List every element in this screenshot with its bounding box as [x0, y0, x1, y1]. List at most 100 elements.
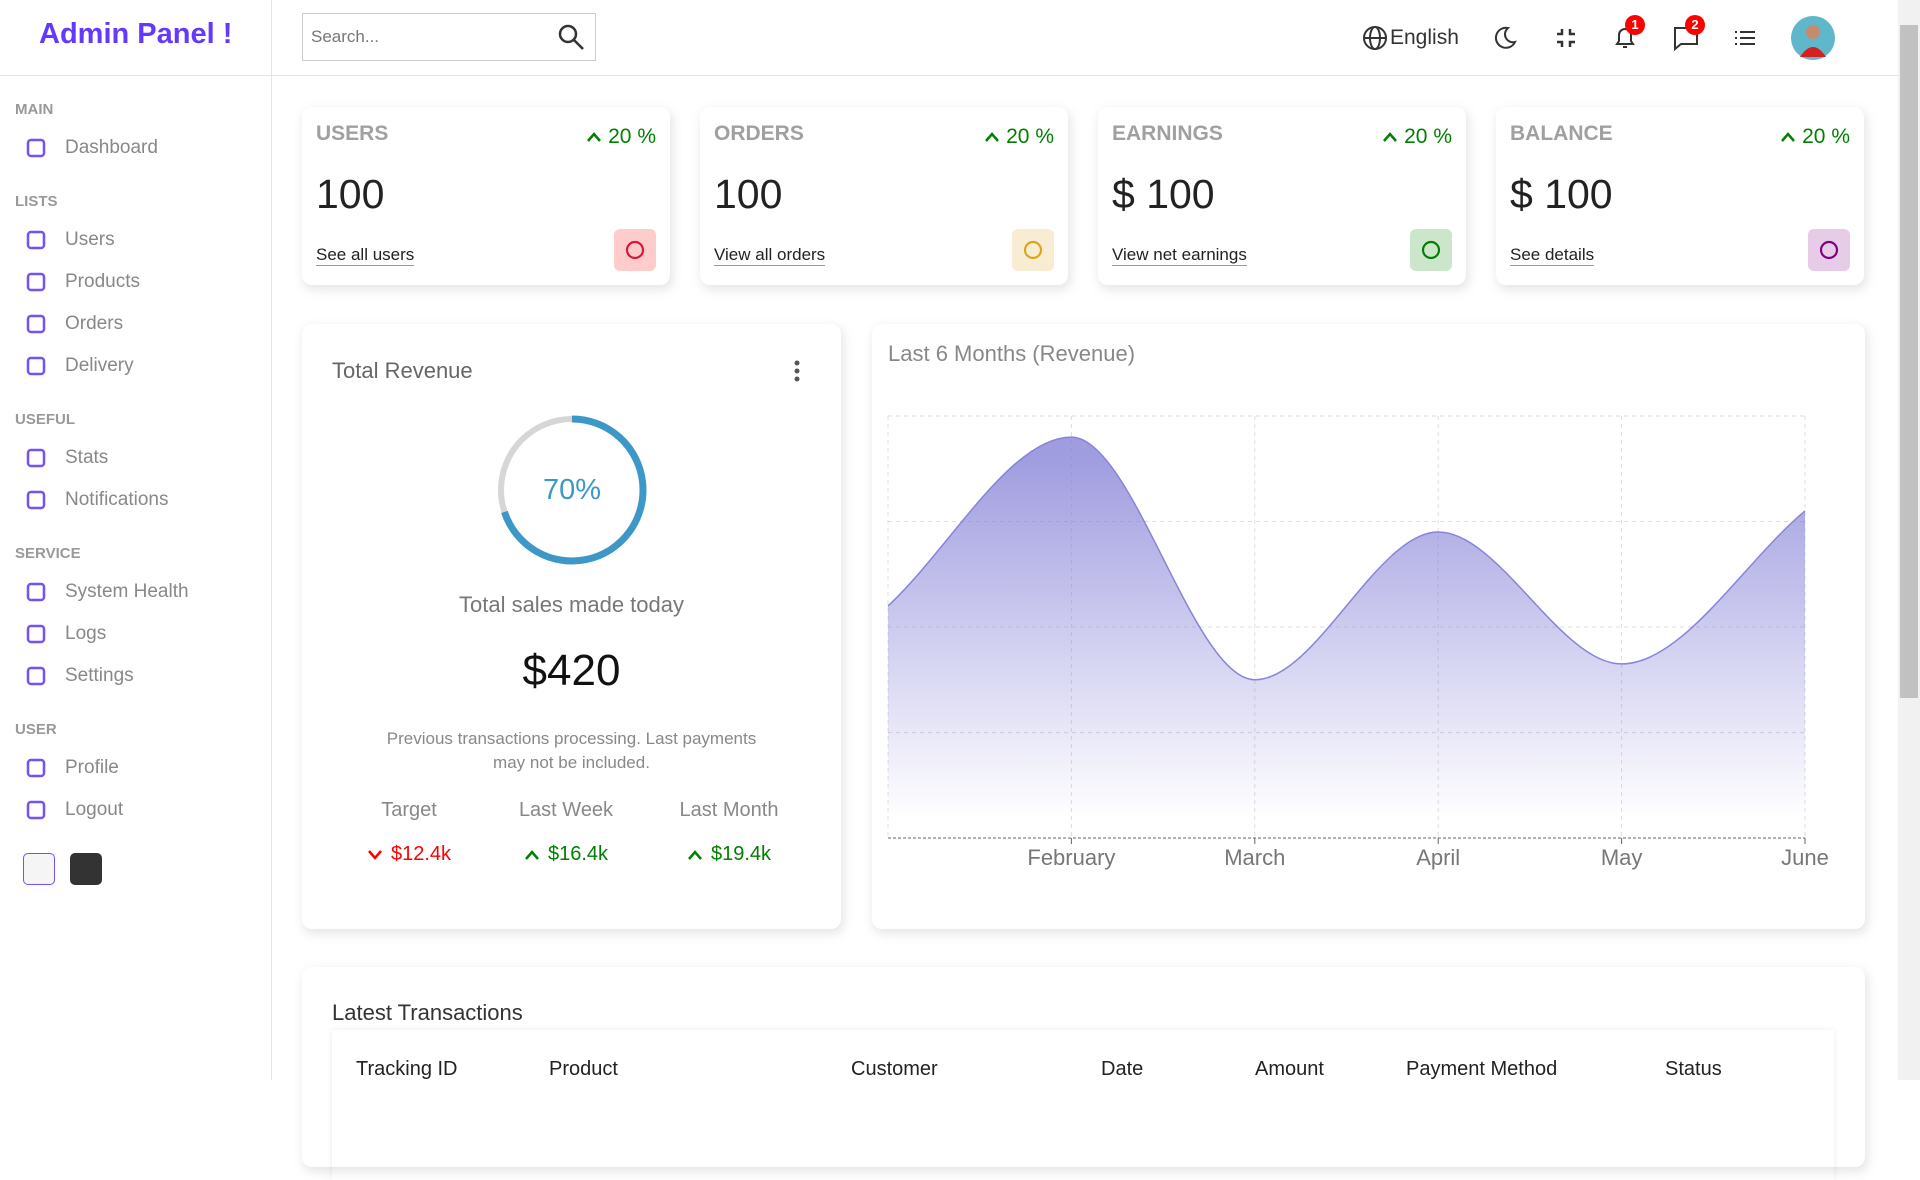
section-title: LISTS	[15, 193, 58, 210]
summary-value: $12.4k	[329, 843, 489, 866]
nav-item[interactable]: System Health	[65, 581, 189, 602]
nav-item[interactable]: Logout	[65, 799, 124, 820]
progress-ring	[498, 415, 647, 565]
notifications-badge: 1	[1625, 15, 1645, 35]
nav-item[interactable]: Notifications	[65, 489, 169, 510]
nav-icon	[26, 230, 46, 250]
widget-amount: $ 100	[1510, 171, 1613, 217]
featured-card: Total Revenue 70% Total sales made today…	[302, 324, 841, 929]
messages-badge: 2	[1685, 15, 1705, 35]
widget-percentage: 20 %	[984, 125, 1054, 149]
nav-icon-shape	[26, 356, 46, 376]
more-icon[interactable]	[789, 358, 805, 384]
widget-card: EARNINGS 20 % $ 100 View net earnings	[1098, 107, 1466, 285]
nav-item[interactable]: Users	[65, 229, 115, 250]
widget-icon-glyph	[1421, 240, 1441, 260]
widget-percentage-text: 20 %	[1404, 125, 1452, 148]
widget-link[interactable]: See details	[1510, 245, 1595, 266]
table: Tracking ID Product Customer Date Amount Paym…	[332, 1030, 1834, 1180]
widget-link[interactable]: View all orders	[714, 245, 826, 266]
widget-icon-shape	[1023, 240, 1043, 260]
arrow-shape	[1781, 132, 1796, 142]
chart-title: Last 6 Months (Revenue)	[888, 341, 1135, 366]
nav-icon-shape	[26, 582, 46, 602]
nav-item[interactable]: Products	[65, 271, 140, 292]
nav-icon	[26, 800, 46, 820]
scrollbar-thumb[interactable]	[1900, 25, 1918, 698]
featured-subtitle: Total sales made today	[458, 592, 685, 617]
summary-value: $19.4k	[649, 843, 809, 866]
search-placeholder: Search...	[311, 27, 380, 46]
language[interactable]: English	[1390, 26, 1459, 49]
widget-icon-glyph	[1023, 240, 1043, 260]
header: Search... English 1 2	[272, 0, 1898, 76]
widget-amount: $ 100	[1112, 171, 1215, 217]
widget-icon-shape	[1421, 240, 1441, 260]
nav-item[interactable]: Profile	[65, 757, 119, 778]
featured-title: Total Revenue	[332, 358, 473, 383]
arrow-up	[587, 132, 602, 142]
table-header: Product	[549, 1058, 618, 1080]
widget-icon[interactable]	[614, 229, 656, 271]
nav-item[interactable]: Settings	[65, 665, 134, 686]
nav-item[interactable]: Logs	[65, 623, 107, 644]
featured-amount: $420	[522, 646, 621, 695]
widget-icon-shape	[625, 240, 645, 260]
widget-icon-shape	[1819, 240, 1839, 260]
nav-item[interactable]: Dashboard	[65, 137, 158, 158]
arrow-shape	[368, 849, 382, 860]
nav-icon	[26, 490, 46, 510]
nav-item[interactable]: Stats	[65, 447, 109, 468]
table-title: Latest Transactions	[332, 1000, 523, 1025]
widget-link[interactable]: View net earnings	[1112, 245, 1247, 266]
widget-icon[interactable]	[1012, 229, 1054, 271]
table-header: Tracking ID	[356, 1058, 458, 1080]
avatar[interactable]	[1790, 15, 1836, 61]
arrow-shape	[525, 849, 539, 860]
search-box[interactable]: Search...	[302, 13, 596, 61]
table-header: Status	[1665, 1058, 1722, 1080]
nav-icon-shape	[26, 758, 46, 778]
nav-icon	[26, 356, 46, 376]
summary-value: $16.4k	[486, 843, 646, 866]
arrow-up	[1383, 132, 1398, 142]
dark-theme[interactable]	[70, 853, 102, 885]
nav-icon	[26, 624, 46, 644]
widget-link[interactable]: See all users	[316, 245, 415, 266]
table-header: Amount	[1255, 1058, 1324, 1080]
arrow-up	[985, 132, 1000, 142]
nav-item[interactable]: Delivery	[65, 355, 134, 376]
nav-icon	[26, 758, 46, 778]
widget-icon[interactable]	[1410, 229, 1452, 271]
nav-icon-shape	[26, 230, 46, 250]
fullscreen-icon[interactable]	[1553, 25, 1579, 51]
menu-icon[interactable]	[1732, 25, 1758, 51]
dark-mode-icon[interactable]	[1492, 25, 1518, 51]
widget-title: USERS	[316, 122, 389, 145]
summary-value-text: $12.4k	[390, 843, 452, 865]
widget-card: BALANCE 20 % $ 100 See details	[1496, 107, 1864, 285]
summary-label: Target	[381, 799, 437, 821]
progress-arc	[501, 415, 647, 565]
widget-amount: 100	[316, 171, 385, 217]
widget-percentage-text: 20 %	[1802, 125, 1850, 148]
language-icon[interactable]	[1362, 25, 1388, 51]
x-tick-label: May	[1601, 845, 1643, 870]
widget-icon[interactable]	[1808, 229, 1850, 271]
light-theme[interactable]	[23, 853, 55, 885]
x-tick-label: February	[1027, 845, 1115, 870]
widget-icon-glyph	[1819, 240, 1839, 260]
widget-card: USERS 20 % 100 See all users	[302, 107, 670, 285]
page: Admin Panel ! MAIN Dashboard LISTS Users Pro…	[0, 0, 1920, 1080]
widget-percentage-text: 20 %	[1006, 125, 1054, 148]
widget-title: EARNINGS	[1112, 122, 1223, 145]
nav-icon-shape	[26, 624, 46, 644]
widget-title: BALANCE	[1510, 122, 1613, 145]
widget-percentage: 20 %	[1780, 125, 1850, 149]
widget-percentage: 20 %	[1382, 125, 1452, 149]
nav-item[interactable]: Orders	[65, 313, 124, 334]
search-icon	[558, 24, 584, 50]
nav-icon	[26, 448, 46, 468]
sidebar: Admin Panel ! MAIN Dashboard LISTS Users Pro…	[0, 0, 272, 1080]
logo[interactable]: Admin Panel !	[39, 18, 233, 50]
